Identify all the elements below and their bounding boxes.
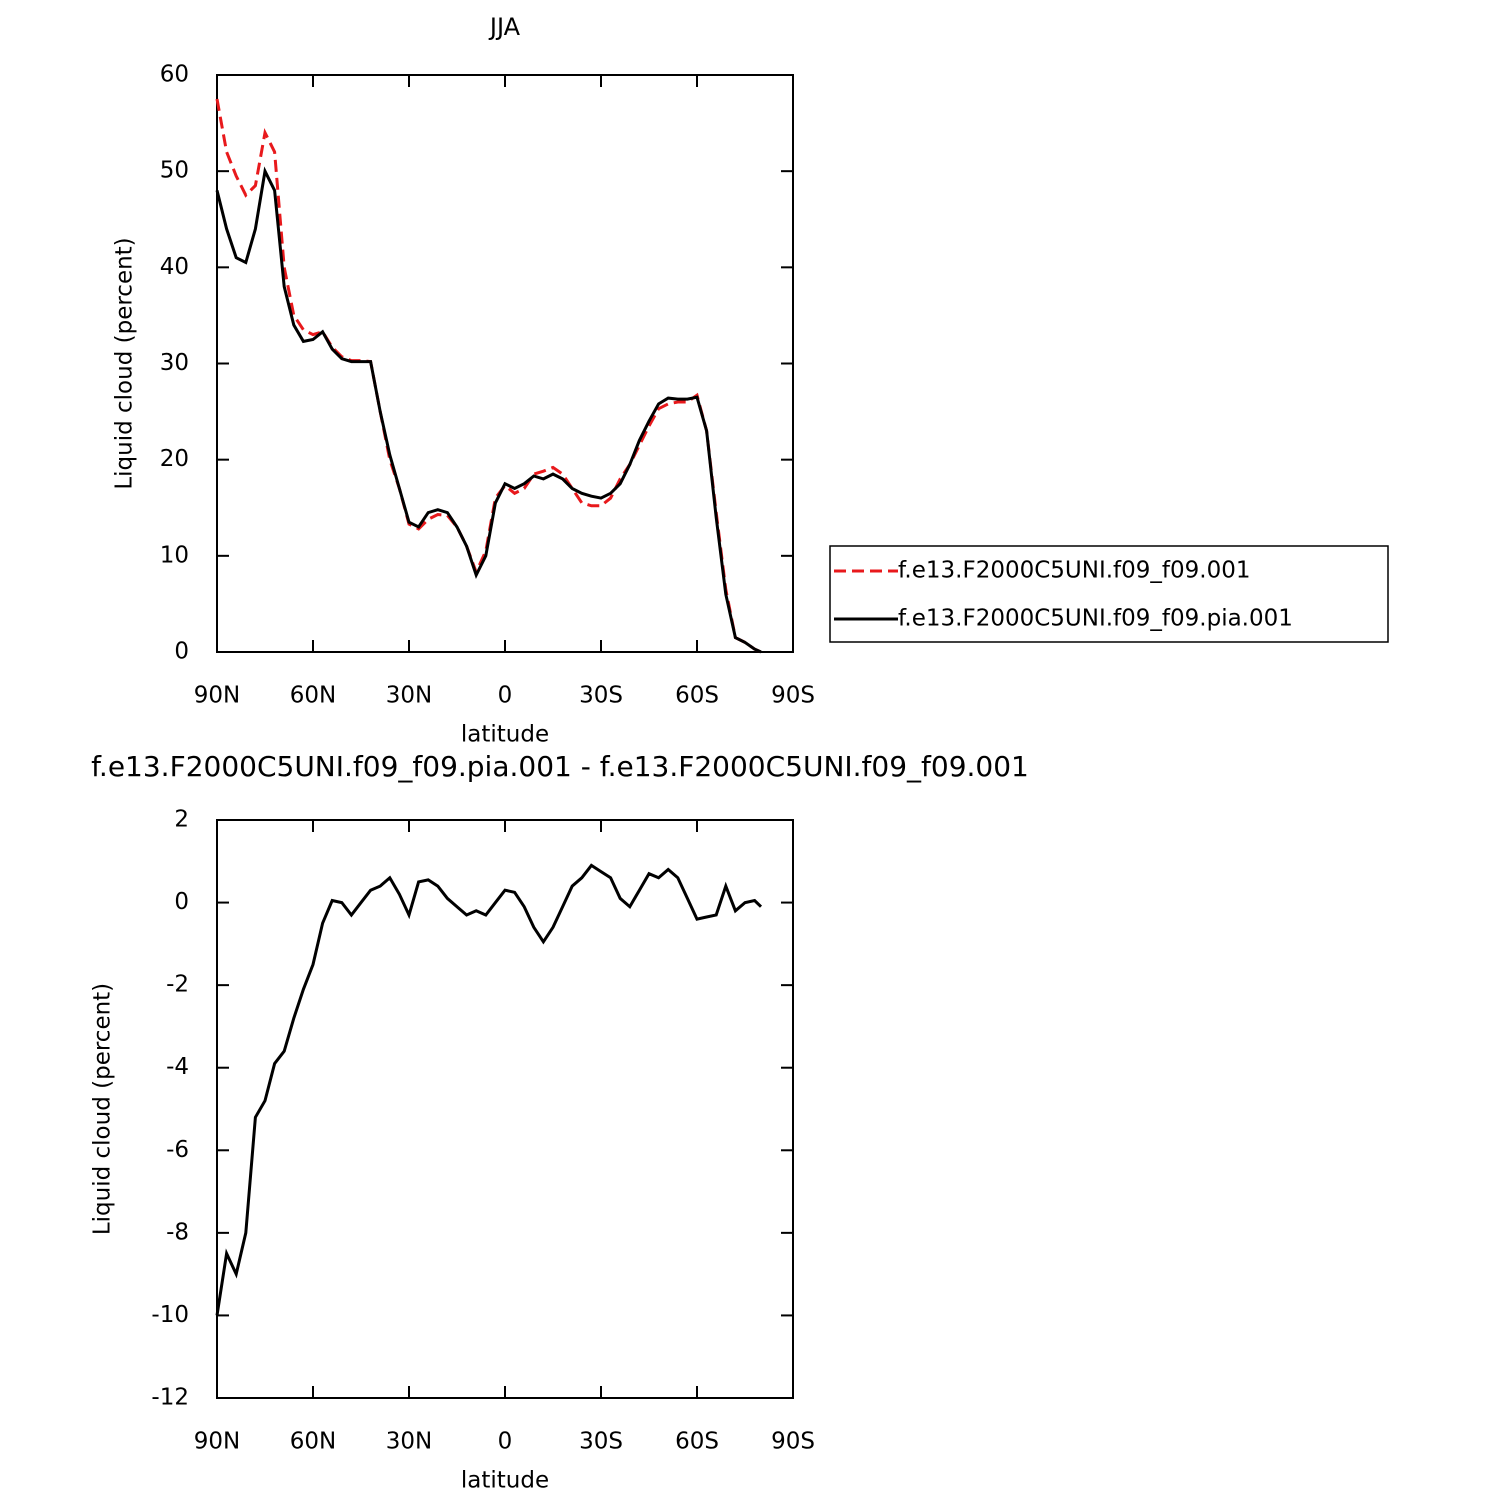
y-tick-label: -10 xyxy=(151,1302,189,1328)
chart-title: JJA xyxy=(488,13,521,41)
x-tick-label: 60N xyxy=(290,1429,336,1455)
x-tick-label: 60S xyxy=(675,683,719,709)
y-tick-label: 2 xyxy=(174,807,189,833)
plot-frame xyxy=(216,74,794,653)
chart-title: f.e13.F2000C5UNI.f09_f09.pia.001 - f.e13… xyxy=(91,750,1029,783)
y-tick-label: -4 xyxy=(166,1054,189,1080)
y-tick-label: -2 xyxy=(166,972,189,998)
x-tick-label: 90N xyxy=(194,1429,240,1455)
y-tick-label: 0 xyxy=(174,889,189,915)
legend-label: f.e13.F2000C5UNI.f09_f09.pia.001 xyxy=(898,606,1293,632)
x-tick-label: 0 xyxy=(498,1429,513,1455)
legend-label: f.e13.F2000C5UNI.f09_f09.001 xyxy=(898,558,1251,584)
series-line xyxy=(215,863,763,1316)
y-tick-label: -6 xyxy=(166,1137,189,1163)
x-tick-label: 90N xyxy=(194,683,240,709)
x-tick-label: 30S xyxy=(579,1429,623,1455)
x-tick-label: 90S xyxy=(771,1429,815,1455)
legend-box xyxy=(829,545,1389,643)
x-tick-label: 30N xyxy=(386,1429,432,1455)
x-axis-label: latitude xyxy=(461,722,549,748)
y-tick-label: -12 xyxy=(151,1385,189,1411)
y-tick-label: 10 xyxy=(160,542,189,568)
y-tick-label: 20 xyxy=(160,446,189,472)
x-axis-label: latitude xyxy=(461,1468,549,1494)
series-line xyxy=(215,166,762,654)
x-tick-label: 60N xyxy=(290,683,336,709)
y-tick-label: 40 xyxy=(160,254,189,280)
y-tick-label: 0 xyxy=(174,639,189,665)
x-tick-label: 0 xyxy=(498,683,513,709)
plot-frame xyxy=(216,819,794,1399)
x-tick-label: 60S xyxy=(675,1429,719,1455)
y-tick-label: -8 xyxy=(166,1219,189,1245)
y-tick-label: 60 xyxy=(160,62,189,88)
x-tick-label: 30N xyxy=(386,683,432,709)
x-tick-label: 90S xyxy=(771,683,815,709)
y-axis-label: Liquid cloud (percent) xyxy=(112,237,138,489)
y-tick-label: 50 xyxy=(160,158,189,184)
series-line xyxy=(215,98,762,654)
y-tick-label: 30 xyxy=(160,350,189,376)
x-tick-label: 30S xyxy=(579,683,623,709)
y-axis-label: Liquid cloud (percent) xyxy=(90,983,116,1235)
